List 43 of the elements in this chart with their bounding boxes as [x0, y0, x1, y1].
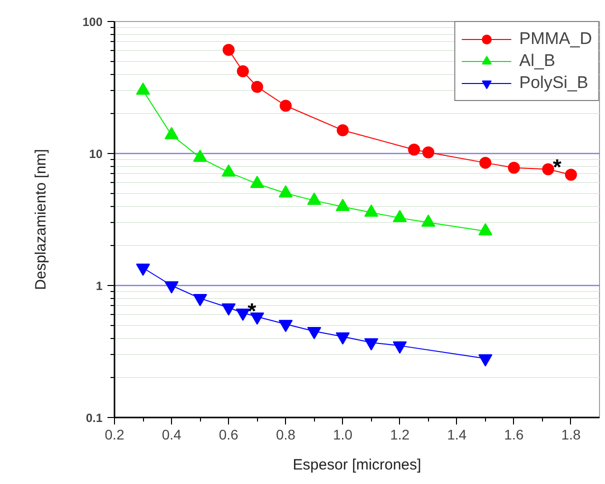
- point: [422, 146, 434, 158]
- x-tick-label: 1.0: [333, 426, 353, 442]
- y-tick-label: 1: [96, 279, 103, 293]
- point: [164, 281, 179, 294]
- point: [136, 264, 150, 276]
- point: [222, 44, 235, 56]
- legend-label: PolySi_B: [519, 73, 588, 93]
- point: [193, 294, 208, 306]
- legend-label: PMMA_D: [519, 29, 592, 49]
- point: [278, 320, 293, 332]
- point: [392, 341, 407, 354]
- x-tick-label: 0.4: [162, 426, 182, 442]
- point: [236, 65, 249, 78]
- point: [478, 354, 492, 366]
- x-tick-label: 0.2: [104, 426, 124, 442]
- point: [280, 100, 292, 112]
- point: [479, 156, 492, 169]
- y-tick-label: 0.1: [86, 411, 103, 425]
- legend-label: Al_B: [519, 51, 556, 71]
- point: [542, 163, 554, 176]
- x-tick-label: 1.6: [504, 426, 524, 442]
- x-tick-label: 1.2: [390, 426, 410, 442]
- x-axis-title: Espesor [micrones]: [292, 456, 422, 474]
- point: [508, 162, 520, 174]
- y-tick-label: 100: [82, 15, 103, 29]
- y-tick-label: 10: [89, 147, 103, 161]
- annotation: *: [248, 298, 257, 324]
- point: [307, 327, 322, 340]
- point: [336, 332, 350, 345]
- point: [222, 303, 236, 316]
- x-tick-label: 0.8: [276, 426, 296, 442]
- annotation: *: [552, 154, 562, 180]
- point: [136, 82, 150, 95]
- x-tick-label: 1.8: [561, 426, 581, 442]
- point: [564, 168, 577, 181]
- x-tick-label: 1.4: [447, 426, 467, 442]
- point: [408, 144, 420, 156]
- y-axis-title: Desplazamiento [nm]: [32, 149, 50, 290]
- x-tick-label: 0.6: [218, 426, 239, 442]
- point: [251, 80, 264, 93]
- point: [364, 338, 378, 351]
- point: [250, 312, 264, 325]
- point: [336, 124, 349, 136]
